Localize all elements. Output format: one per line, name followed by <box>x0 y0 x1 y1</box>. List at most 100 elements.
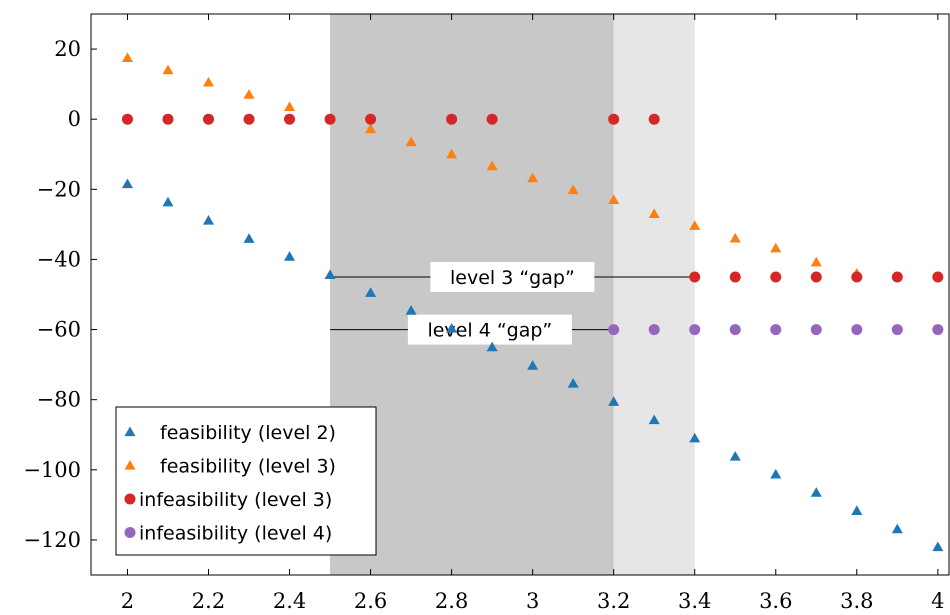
data-point <box>324 113 336 125</box>
plot-frame <box>90 13 950 576</box>
data-point <box>689 220 701 230</box>
data-point <box>891 324 903 336</box>
data-point <box>203 113 215 125</box>
x-tick-label: 3 <box>526 589 539 613</box>
data-point <box>891 523 903 534</box>
data-point <box>770 468 782 479</box>
y-tick-label: 0 <box>68 107 81 131</box>
data-point <box>486 113 498 125</box>
data-point <box>324 269 336 279</box>
axis-ticks: 2 2.2 2.4 2.6 2.8 3 3.2 3.4 3.6 3.8 4 20 0 −20 −40 −60 −… <box>23 14 945 613</box>
x-tick-label: 2.8 <box>435 589 468 613</box>
y-tick-label: −40 <box>37 247 81 271</box>
x-tick-label: 2.6 <box>354 589 387 613</box>
gap-annotations: level 3 “gap” level 4 “gap” <box>330 261 695 345</box>
data-point <box>567 378 579 388</box>
data-point <box>243 233 255 243</box>
data-point <box>648 324 660 336</box>
data-point <box>810 256 822 267</box>
data-point <box>405 136 417 147</box>
data-point <box>243 113 255 125</box>
series-4 <box>608 324 944 336</box>
data-point <box>851 505 863 515</box>
series-1 <box>121 178 944 552</box>
annotation-label: level 4 “gap” <box>427 320 552 342</box>
data-point <box>851 271 863 283</box>
data-point <box>162 113 174 125</box>
data-point <box>608 396 620 406</box>
legend-marker-3 <box>124 493 136 505</box>
data-point <box>365 287 377 297</box>
legend-label: infeasibility (level 4) <box>139 523 332 545</box>
data-point <box>608 194 620 204</box>
data-point <box>689 432 701 443</box>
data-point <box>284 101 296 112</box>
data-point <box>810 324 822 336</box>
series-2 <box>121 52 863 278</box>
data-point <box>365 123 377 134</box>
data-point <box>729 324 741 336</box>
y-tick-label: −20 <box>37 177 81 201</box>
data-point <box>851 324 863 336</box>
legend-marker-1 <box>124 426 136 437</box>
legend-label: feasibility (level 3) <box>160 456 336 478</box>
data-point <box>121 178 133 189</box>
legend: feasibility (level 2) feasibility (level … <box>115 406 377 556</box>
data-point <box>486 341 498 352</box>
data-point <box>121 113 133 125</box>
data-point <box>203 215 215 225</box>
y-tick-label: −100 <box>23 458 81 482</box>
data-point <box>689 271 701 283</box>
data-point <box>729 450 741 461</box>
shaded-region-1 <box>330 14 614 575</box>
legend-marker-4 <box>124 527 136 538</box>
data-point <box>648 208 660 218</box>
data-point <box>486 160 498 171</box>
legend-label: infeasibility (level 3) <box>139 489 332 511</box>
data-point <box>203 76 215 87</box>
data-point <box>162 64 174 75</box>
data-point <box>648 414 660 425</box>
data-point <box>689 324 701 336</box>
y-tick-label: −80 <box>37 388 81 412</box>
x-tick-label: 2 <box>121 589 134 613</box>
data-point <box>243 89 255 99</box>
data-point <box>810 271 822 283</box>
data-point <box>121 52 133 62</box>
data-point <box>446 113 458 125</box>
data-point <box>932 324 944 336</box>
x-tick-label: 2.2 <box>192 589 225 613</box>
x-tick-label: 2.4 <box>273 589 306 613</box>
data-point <box>527 360 539 370</box>
data-point <box>284 113 296 125</box>
data-point <box>527 172 539 183</box>
data-point <box>810 487 822 497</box>
data-point <box>567 184 579 195</box>
data-point <box>446 148 458 159</box>
data-point <box>932 541 944 552</box>
data-point <box>405 305 417 315</box>
series-3 <box>121 113 944 283</box>
legend-box <box>115 406 377 556</box>
legend-label: feasibility (level 2) <box>160 422 336 444</box>
data-point <box>608 113 620 125</box>
data-point <box>648 113 660 125</box>
data-point <box>770 242 782 253</box>
data-point <box>608 324 620 336</box>
data-point <box>729 232 741 243</box>
y-tick-label: −120 <box>23 528 81 552</box>
annotation-label: level 3 “gap” <box>450 267 575 289</box>
data-point <box>891 271 903 283</box>
data-point <box>284 251 296 261</box>
y-tick-label: 20 <box>54 37 81 61</box>
shaded-region-2 <box>613 14 695 575</box>
x-tick-label: 3.4 <box>678 589 711 613</box>
legend-marker-2 <box>124 460 136 470</box>
data-points <box>121 52 944 552</box>
x-tick-label: 3.8 <box>840 589 873 613</box>
data-point <box>932 271 944 283</box>
data-point <box>446 323 458 333</box>
x-tick-label: 3.6 <box>759 589 792 613</box>
data-point <box>365 113 377 125</box>
